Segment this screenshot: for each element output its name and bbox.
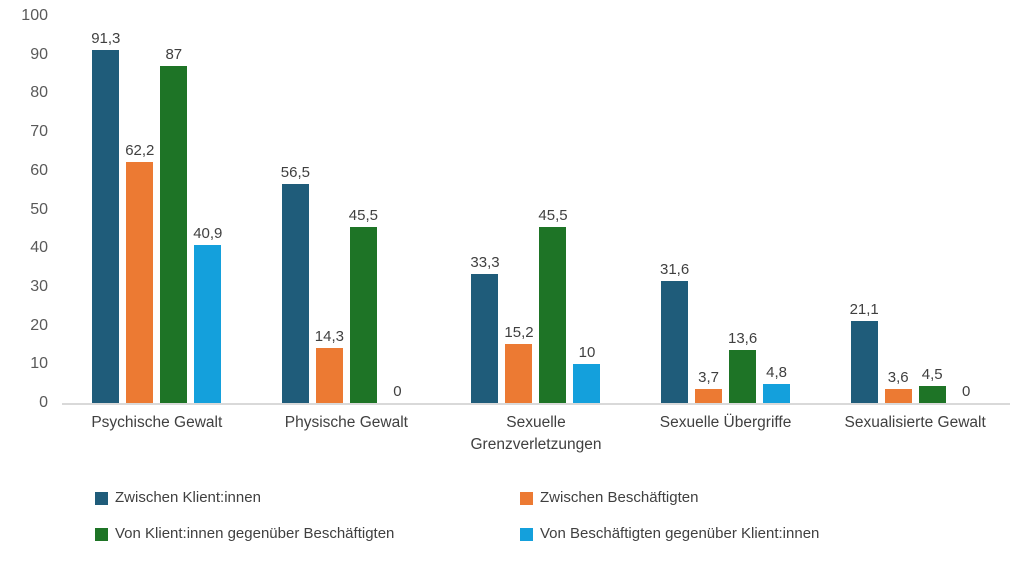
bar (695, 388, 723, 403)
bar-wrap: 87 (160, 16, 188, 403)
legend-label: Zwischen Beschäftigten (540, 489, 699, 506)
bar-wrap: 10 (573, 16, 601, 403)
legend-marker-icon (520, 491, 533, 505)
legend: Zwischen Klient:innen Zwischen Beschäftig… (95, 489, 819, 543)
bar-wrap: 4,5 (918, 16, 946, 403)
bar-group: 21,1 3,6 4,5 0 (820, 16, 1010, 403)
bar-value-label: 10 (578, 344, 596, 362)
bar (573, 364, 601, 403)
plot-area: 91,3 62,2 87 40,9 56,5 14,3 45,5 0 33,3 15,2 45,5 1… (62, 16, 1010, 405)
bar-value-label: 31,6 (659, 260, 690, 278)
category-label: Sexuelle Grenzverletzungen (470, 414, 602, 453)
bar-wrap: 33,3 (470, 16, 500, 403)
x-axis: Psychische Gewalt Physische Gewalt Sexuell… (62, 412, 1010, 455)
bar (729, 350, 757, 403)
y-tick-label: 20 (30, 316, 48, 334)
legend-marker-icon (520, 527, 533, 541)
bar-value-label: 56,5 (280, 164, 310, 182)
bar-value-label: 3,7 (698, 368, 719, 386)
bar-value-label: 0 (393, 383, 402, 400)
bar-wrap: 4,8 (763, 16, 791, 403)
bar (471, 274, 499, 403)
bar-value-label: 14,3 (314, 327, 344, 345)
bar-wrap: 15,2 (504, 16, 534, 403)
category-label: Psychische Gewalt (91, 414, 223, 431)
legend-label: Zwischen Klient:innen (115, 489, 261, 506)
bar (884, 389, 912, 403)
bar (349, 226, 377, 403)
bar-wrap: 45,5 (348, 16, 378, 403)
bar-wrap: 21,1 (849, 16, 879, 403)
legend-marker-icon (95, 491, 108, 505)
bar-value-label: 4,5 (921, 365, 943, 383)
bar (763, 384, 791, 403)
bar (281, 184, 309, 403)
category-label: Sexualisierte Gewalt (844, 414, 986, 431)
bar-value-label: 33,3 (470, 254, 500, 272)
bar-value-label: 62,2 (125, 142, 155, 160)
y-tick-label: 80 (30, 84, 48, 102)
bar-value-label: 45,5 (538, 206, 568, 224)
bar (539, 226, 567, 403)
bar (92, 49, 120, 403)
category-label: Sexuelle Übergriffe (659, 414, 792, 431)
bar (160, 66, 188, 403)
bar-value-label: 91,3 (91, 29, 121, 47)
y-tick-label: 40 (30, 239, 48, 257)
legend-item: Zwischen Klient:innen (95, 489, 520, 507)
y-tick-label: 100 (21, 7, 48, 24)
bar-value-label: 87 (165, 46, 183, 64)
bar (315, 347, 343, 403)
y-tick-label: 70 (30, 123, 48, 141)
legend-item: Von Klient:innen gegenüber Beschäftigten (95, 525, 520, 543)
bar-group: 56,5 14,3 45,5 0 (252, 16, 442, 403)
bar-wrap: 3,6 (884, 16, 912, 403)
bar-wrap: 56,5 (280, 16, 310, 403)
legend-item: Zwischen Beschäftigten (520, 489, 819, 507)
bar-value-label: 21,1 (849, 301, 879, 319)
legend-label: Von Klient:innen gegenüber Beschäftigten (115, 525, 395, 542)
bar-group: 31,6 3,7 13,6 4,8 (631, 16, 821, 403)
bar-value-label: 4,8 (766, 364, 787, 382)
legend-marker-icon (95, 527, 108, 541)
bar-value-label: 15,2 (504, 324, 534, 342)
y-tick-label: 0 (39, 394, 48, 411)
bar-wrap: 0 (953, 16, 980, 403)
bar (918, 385, 946, 403)
bar-wrap: 40,9 (193, 16, 223, 403)
bar (661, 280, 689, 403)
y-tick-label: 90 (30, 45, 48, 63)
bar (850, 321, 878, 403)
bar-value-label: 40,9 (193, 224, 223, 242)
bar-wrap: 14,3 (314, 16, 344, 403)
y-tick-label: 30 (30, 277, 48, 295)
bar-wrap: 13,6 (727, 16, 758, 403)
y-axis: 100 90 80 70 60 50 40 30 20 10 0 (0, 8, 48, 411)
bar (194, 244, 222, 403)
bar-group: 33,3 15,2 45,5 10 (441, 16, 631, 403)
legend-item: Von Beschäftigten gegenüber Klient:innen (520, 525, 819, 543)
bar-wrap: 45,5 (538, 16, 568, 403)
bar-group: 91,3 62,2 87 40,9 (62, 16, 252, 403)
bar (126, 162, 154, 403)
bar-wrap: 31,6 (659, 16, 690, 403)
y-tick-label: 50 (30, 200, 48, 218)
bar-wrap: 62,2 (125, 16, 155, 403)
legend-label: Von Beschäftigten gegenüber Klient:innen (540, 525, 820, 542)
y-tick-label: 60 (30, 161, 48, 179)
bar-wrap: 3,7 (695, 16, 723, 403)
bar-wrap: 91,3 (91, 16, 121, 403)
bar-value-label: 13,6 (727, 330, 758, 348)
bar (505, 344, 533, 403)
y-tick-label: 10 (30, 355, 48, 373)
category-label: Physische Gewalt (284, 414, 408, 431)
bar-value-label: 45,5 (348, 206, 378, 224)
bar-wrap: 0 (384, 16, 411, 403)
bar-value-label: 0 (962, 383, 971, 400)
bar-value-label: 3,6 (887, 369, 909, 387)
